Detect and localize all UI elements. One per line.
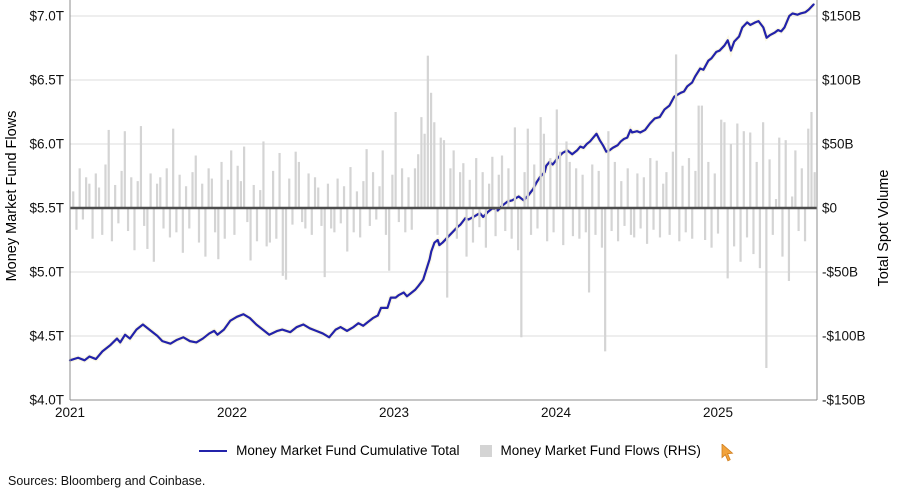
right-axis-tick: -$150B [822,393,866,408]
right-axis-tick: $100B [822,73,861,88]
right-axis-tick: -$100B [822,329,866,344]
plot-area: $7.0T $6.5T $6.0T $5.5T $5.0T $4.5T $4.0T $150B… [29,0,866,420]
left-axis-tick: $7.0T [29,9,64,24]
left-axis-tick: $5.0T [29,265,64,280]
left-axis-tick: $5.5T [29,201,64,216]
left-axis-tick: $6.0T [29,137,64,152]
left-axis-title: Money Market Fund Flows [4,110,20,282]
left-axis-tick: $6.5T [29,73,64,88]
right-axis-title: Total Spot Volume [876,169,892,287]
left-axis-tick: $4.5T [29,329,64,344]
legend: Money Market Fund Cumulative Total Money… [0,443,900,458]
mouse-cursor-icon [721,444,734,462]
right-axis-tick: -$50B [822,265,858,280]
x-axis-tick: 2025 [703,405,733,420]
x-axis-tick: 2022 [217,405,247,420]
legend-label-fund-flows: Money Market Fund Flows (RHS) [500,443,701,458]
sources-note: Sources: Bloomberg and Coinbase. [8,474,206,488]
x-axis-tick: 2021 [55,405,85,420]
x-axis-tick: 2024 [541,405,572,420]
right-axis-tick: $0 [822,201,837,216]
x-axis-tick: 2023 [379,405,409,420]
right-axis-tick: $50B [822,137,854,152]
right-axis-tick: $150B [822,9,861,24]
legend-label-cumulative-total: Money Market Fund Cumulative Total [236,443,460,458]
legend-bar-swatch [479,444,492,457]
left-axis-tick: $4.0T [29,393,64,408]
legend-line-swatch [199,449,228,452]
